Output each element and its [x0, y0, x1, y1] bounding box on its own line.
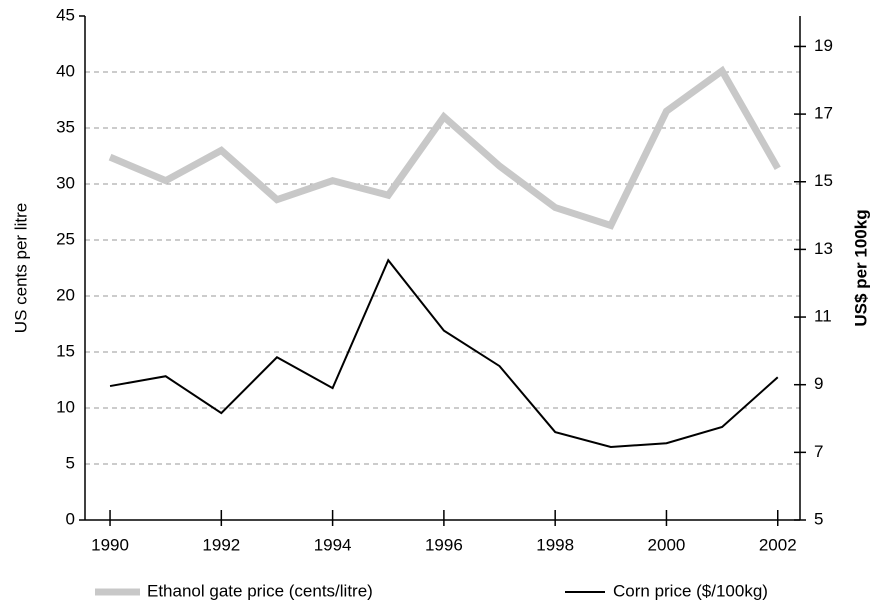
x-tick-label: 2000 [648, 535, 686, 554]
y2-tick-label: 5 [814, 509, 823, 528]
x-tick-label: 1992 [202, 535, 240, 554]
y-tick-label: 5 [66, 453, 75, 472]
y-tick-label: 20 [56, 285, 75, 304]
y2-tick-label: 17 [814, 104, 833, 123]
y2-axis-label: US$ per 100kg [851, 209, 870, 326]
y2-tick-label: 15 [814, 171, 833, 190]
series-line [109, 258, 779, 448]
y-tick-label: 40 [56, 61, 75, 80]
x-tick-label: 1990 [91, 535, 129, 554]
x-tick-label: 1998 [536, 535, 574, 554]
x-tick-label: 1994 [314, 535, 352, 554]
y-tick-label: 35 [56, 117, 75, 136]
x-tick-label: 1996 [425, 535, 463, 554]
y-tick-label: 0 [66, 509, 75, 528]
y2-tick-label: 11 [814, 307, 832, 326]
legend-label: Ethanol gate price (cents/litre) [147, 581, 373, 600]
x-tick-label: 2002 [759, 535, 797, 554]
y-axis-label: US cents per litre [11, 203, 30, 333]
series-line [108, 65, 781, 230]
y-tick-label: 15 [56, 341, 75, 360]
y2-tick-label: 19 [814, 36, 833, 55]
y-tick-label: 30 [56, 173, 75, 192]
y2-tick-label: 13 [814, 239, 833, 258]
y-tick-label: 45 [56, 5, 75, 24]
y-tick-label: 25 [56, 229, 75, 248]
y-tick-label: 10 [56, 397, 75, 416]
y2-tick-label: 9 [814, 374, 823, 393]
legend-label: Corn price ($/100kg) [613, 581, 768, 600]
y2-tick-label: 7 [814, 442, 823, 461]
